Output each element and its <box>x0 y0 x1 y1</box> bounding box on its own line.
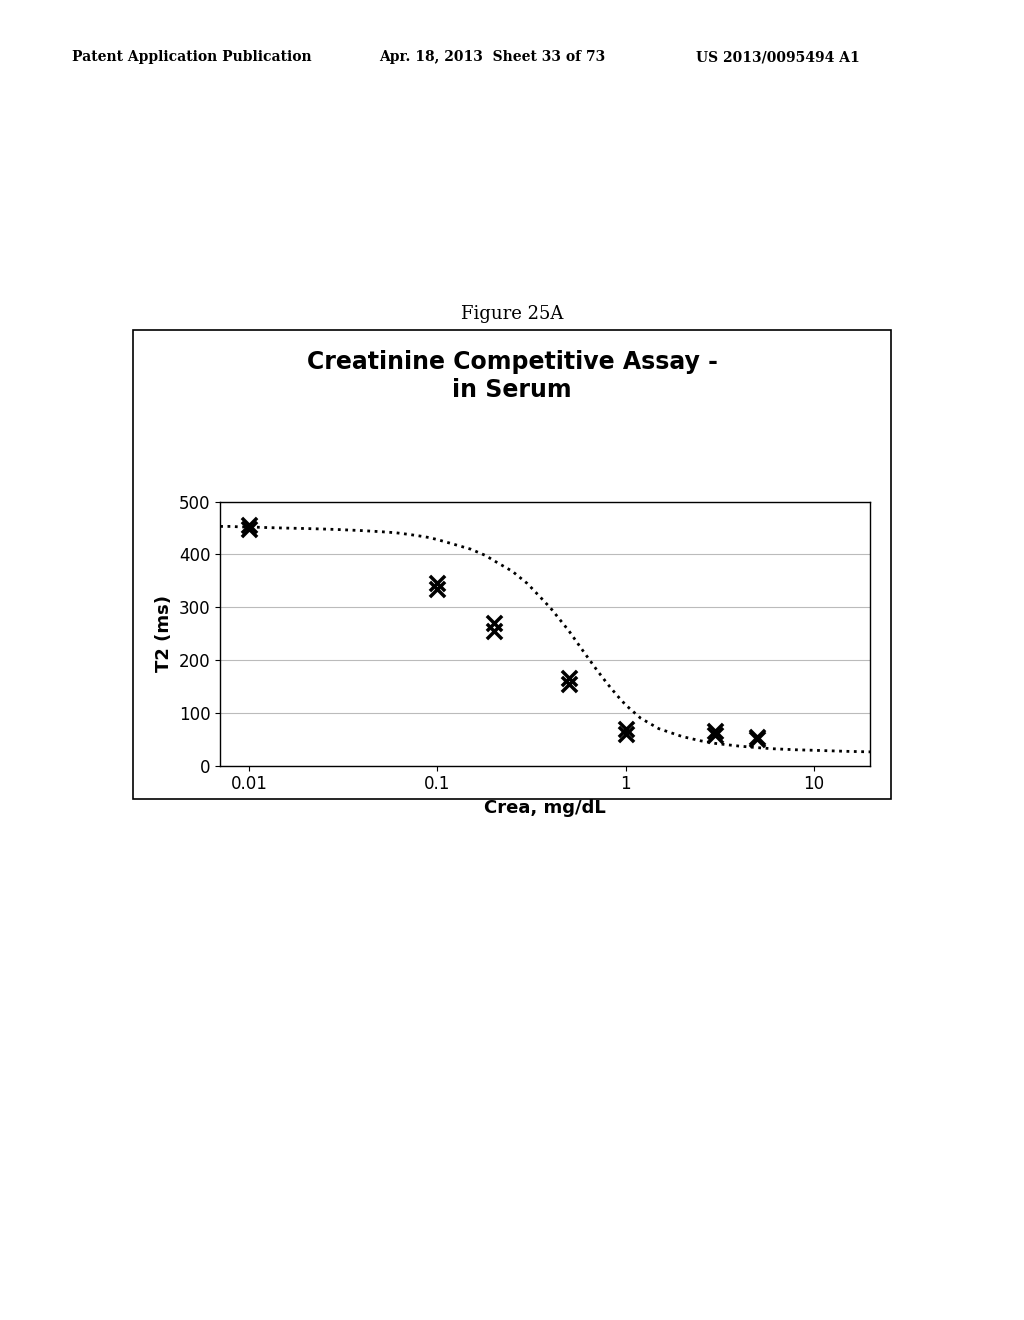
Y-axis label: T2 (ms): T2 (ms) <box>156 595 173 672</box>
Point <box>749 729 765 750</box>
Point <box>241 515 257 536</box>
Point <box>617 723 634 744</box>
Point <box>708 721 724 742</box>
Text: Creatinine Competitive Assay -
in Serum: Creatinine Competitive Assay - in Serum <box>306 350 718 401</box>
Point <box>561 673 578 694</box>
Point <box>561 668 578 689</box>
Point <box>708 725 724 746</box>
Text: Apr. 18, 2013  Sheet 33 of 73: Apr. 18, 2013 Sheet 33 of 73 <box>379 50 605 65</box>
Point <box>429 578 445 599</box>
Point <box>486 620 503 642</box>
Point <box>749 726 765 747</box>
Point <box>617 718 634 739</box>
Text: Figure 25A: Figure 25A <box>461 305 563 323</box>
Point <box>486 612 503 634</box>
Text: Patent Application Publication: Patent Application Publication <box>72 50 311 65</box>
Point <box>429 573 445 594</box>
X-axis label: Crea, mg/dL: Crea, mg/dL <box>484 799 606 817</box>
Point <box>241 519 257 540</box>
Text: US 2013/0095494 A1: US 2013/0095494 A1 <box>696 50 860 65</box>
